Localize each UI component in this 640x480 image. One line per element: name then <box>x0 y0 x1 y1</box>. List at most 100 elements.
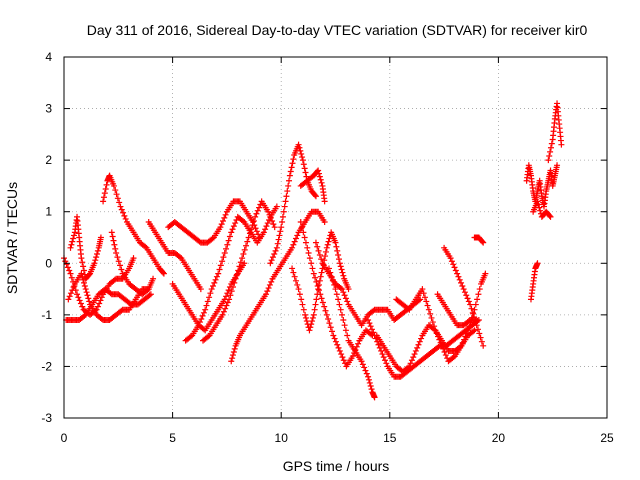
data-point <box>312 239 319 246</box>
data-point <box>204 298 211 305</box>
data-point <box>278 224 285 231</box>
data-point <box>227 292 234 299</box>
data-point <box>411 351 418 358</box>
data-point <box>230 348 237 355</box>
data-point <box>114 254 121 261</box>
data-point <box>67 244 74 251</box>
data-point <box>241 260 248 267</box>
data-point <box>482 270 489 277</box>
data-point <box>546 153 553 160</box>
series-arc-24 <box>471 234 487 246</box>
x-axis-title: GPS time / hours <box>283 458 390 474</box>
data-point <box>98 294 105 301</box>
data-point <box>331 281 338 288</box>
data-point <box>463 292 470 299</box>
data-point <box>365 317 372 324</box>
data-point <box>315 170 322 177</box>
data-point <box>282 198 289 205</box>
data-point <box>336 301 343 308</box>
data-point <box>365 373 372 380</box>
data-point <box>339 269 346 276</box>
data-point <box>122 215 129 222</box>
data-point <box>468 305 475 312</box>
data-point <box>313 296 320 303</box>
data-point <box>78 255 85 262</box>
data-point <box>97 234 104 241</box>
data-point <box>231 279 238 286</box>
data-point <box>471 306 478 313</box>
data-point <box>302 314 309 321</box>
data-point <box>81 312 88 319</box>
data-point <box>144 287 151 294</box>
data-point <box>246 230 253 237</box>
series-arc-27 <box>545 100 565 164</box>
data-point <box>461 289 468 296</box>
data-point <box>281 203 288 210</box>
data-point <box>327 269 334 276</box>
data-point <box>200 326 207 333</box>
data-point <box>76 297 83 304</box>
data-point <box>303 318 310 325</box>
data-point <box>93 254 100 261</box>
data-point <box>79 273 86 280</box>
data-point <box>548 140 555 147</box>
y-tick-label: 1 <box>45 205 52 219</box>
data-point <box>480 342 487 349</box>
data-point <box>308 260 315 267</box>
data-point <box>464 327 471 334</box>
data-point <box>371 394 378 401</box>
series-arc-7 <box>145 219 204 293</box>
data-point <box>103 181 110 188</box>
data-point <box>290 241 297 248</box>
data-point <box>112 245 119 252</box>
data-point <box>195 322 202 329</box>
data-point <box>312 301 319 308</box>
data-point <box>339 311 346 318</box>
data-point <box>414 344 421 351</box>
data-point <box>418 335 425 342</box>
data-point <box>209 282 216 289</box>
data-point <box>323 244 330 251</box>
data-point <box>264 220 271 227</box>
data-point <box>298 296 305 303</box>
data-point <box>433 330 440 337</box>
data-point <box>118 266 125 273</box>
data-point <box>312 192 319 199</box>
data-point <box>289 160 296 167</box>
data-point <box>273 203 280 210</box>
data-point <box>79 259 86 266</box>
data-point <box>440 345 447 352</box>
data-point <box>447 255 454 262</box>
series-arc-15 <box>289 229 352 334</box>
data-point <box>290 269 297 276</box>
data-point <box>176 254 183 261</box>
data-point <box>339 286 346 293</box>
data-point <box>253 210 260 217</box>
data-point <box>325 238 332 245</box>
data-point <box>117 203 124 210</box>
data-point <box>480 239 487 246</box>
data-point <box>329 277 336 284</box>
data-point <box>335 296 342 303</box>
data-point <box>280 208 287 215</box>
data-point <box>554 162 561 169</box>
series-arc-18 <box>325 265 378 401</box>
data-point <box>256 204 263 211</box>
data-point <box>118 206 125 213</box>
data-point <box>437 339 444 346</box>
data-point <box>313 278 320 285</box>
data-point <box>359 361 366 368</box>
data-point <box>547 144 554 151</box>
data-point <box>271 251 278 258</box>
data-point <box>222 211 229 218</box>
data-point <box>316 277 323 284</box>
data-point <box>474 296 481 303</box>
data-point <box>160 269 167 276</box>
chart-title: Day 311 of 2016, Sidereal Day-to-day VTE… <box>87 22 588 38</box>
data-point <box>361 364 368 371</box>
data-point <box>69 238 76 245</box>
data-point <box>421 294 428 301</box>
data-point <box>262 291 269 298</box>
data-point <box>547 213 554 220</box>
data-point <box>473 322 480 329</box>
